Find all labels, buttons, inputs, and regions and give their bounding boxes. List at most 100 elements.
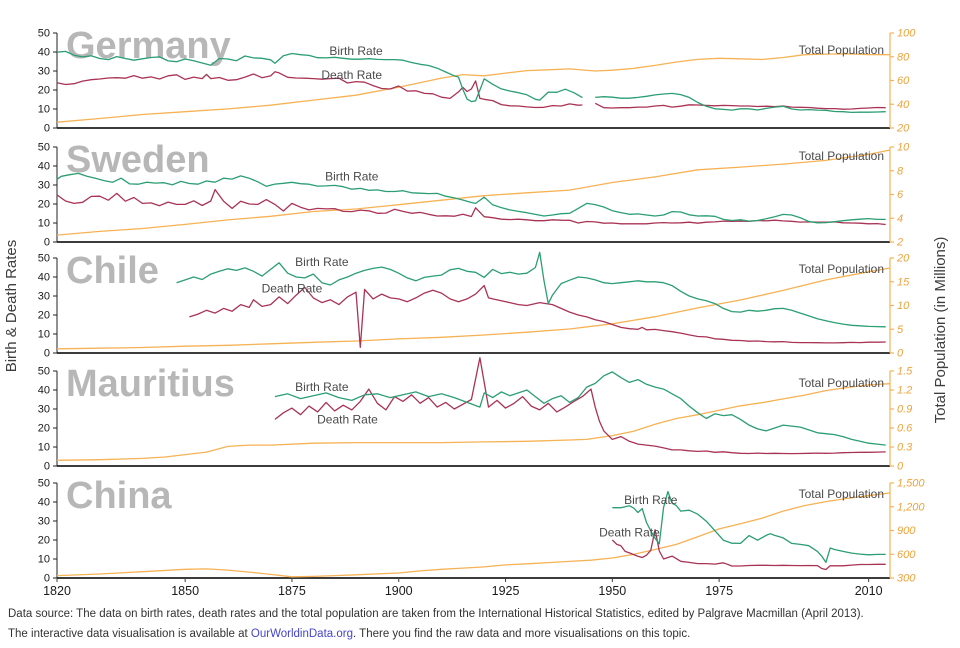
germany-birth-rate-line [595,92,886,114]
right-tick-label: 15 [897,276,910,288]
series-label-birth-rate: Birth Rate [624,493,678,507]
mauritius-birth-rate-line [274,371,886,446]
mauritius-death-rate-line [274,357,886,455]
country-title-sweden: Sweden [66,139,210,181]
left-tick-label: 0 [44,237,50,249]
chile-birth-rate-line [176,251,886,328]
panel-china: China 0 10 20 30 40 50 300 600 900 1,200 1,500 Birth… [38,475,926,585]
right-tick-label: 0.9 [897,404,912,416]
series-label-total-population: Total Population [799,376,884,390]
left-tick-label: 50 [38,28,50,40]
right-tick-label: 40 [897,99,910,111]
right-tick-label: 2 [896,237,903,249]
germany-death-rate-line [56,71,583,109]
panel-mauritius: Mauritius 0 10 20 30 40 50 0 0.3 0.6 0.9 1.2 1.5 Birt… [38,357,913,473]
left-tick-label: 20 [38,85,50,97]
country-title-china: China [66,475,172,517]
series-label-death-rate: Death Rate [321,68,382,82]
right-tick-label: 100 [897,28,916,40]
china-death-rate-line [611,529,886,571]
series-label-total-population: Total Population [799,262,884,276]
left-tick-label: 30 [38,404,50,416]
right-tick-label: 0.6 [897,423,913,435]
footer-link-line: The interactive data visualisation is av… [8,624,864,644]
left-tick-label: 0 [44,348,50,360]
country-title-mauritius: Mauritius [66,363,235,405]
right-tick-label: 6 [897,189,904,201]
left-tick-label: 30 [38,66,50,78]
right-tick-label: 0.3 [897,442,913,454]
chile-population-line [56,267,891,350]
left-tick-label: 40 [38,385,50,397]
country-title-germany: Germany [66,25,231,67]
x-tick-label: 1975 [705,584,733,598]
right-tick-label: 1.2 [897,385,912,397]
x-tick-label: 1850 [171,584,199,598]
germany-birth-rate-line [56,50,583,103]
left-tick-label: 20 [38,535,50,547]
left-tick-label: 10 [38,218,50,230]
left-tick-label: 10 [38,329,50,341]
right-tick-label: 900 [897,525,916,537]
left-tick-label: 0 [44,461,50,473]
sweden-birth-rate-line [56,172,886,224]
left-tick-label: 50 [38,142,50,154]
left-tick-label: 40 [38,497,50,509]
series-label-total-population: Total Population [799,43,884,57]
right-tick-label: 60 [897,75,910,87]
right-tick-label: 1,500 [897,478,925,490]
series-label-death-rate: Death Rate [262,281,323,295]
series-label-birth-rate: Birth Rate [295,380,349,394]
panel-chile: Chile 0 10 20 30 40 50 0 5 10 15 20 Birth Rate Death … [38,250,910,360]
left-tick-label: 40 [38,272,50,284]
left-tick-label: 40 [38,161,50,173]
panel-germany: Germany 0 10 20 30 40 50 20 40 60 80 100 Birth Rate D… [38,25,916,135]
left-tick-label: 20 [38,423,50,435]
right-tick-label: 10 [897,142,910,154]
right-tick-label: 1.5 [897,366,913,378]
panel-sweden: Sweden 0 10 20 30 40 50 2 4 6 8 10 Birth Rate Total P… [38,139,910,249]
series-label-birth-rate: Birth Rate [295,255,349,269]
y-axis-label-left: Birth & Death Rates [3,240,20,373]
right-tick-label: 80 [897,51,910,63]
left-tick-label: 10 [38,442,50,454]
left-tick-label: 50 [38,253,50,265]
left-tick-label: 30 [38,516,50,528]
x-tick-label: 1820 [43,584,71,598]
footer: Data source: The data on birth rates, de… [8,604,864,644]
right-tick-label: 4 [897,213,903,225]
left-tick-label: 20 [38,310,50,322]
right-tick-label: 5 [897,324,904,336]
footer-link-post: . There you find the raw data and more v… [352,628,691,640]
footer-source-text: Data source: The data on birth rates, de… [8,608,864,620]
x-tick-label: 1950 [598,584,626,598]
x-tick-labels: 1820 1850 1875 1900 1925 1950 1975 2010 [43,578,883,598]
left-tick-label: 10 [38,554,50,566]
series-label-birth-rate: Birth Rate [325,169,379,183]
germany-death-rate-line [594,102,886,110]
left-tick-label: 20 [38,199,50,211]
right-tick-label: 20 [896,123,910,135]
right-tick-label: 300 [897,573,916,585]
series-label-total-population: Total Population [799,487,884,501]
left-tick-label: 0 [44,573,50,585]
x-tick-label: 1900 [385,584,413,598]
series-label-total-population: Total Population [799,149,884,163]
left-tick-label: 50 [38,366,50,378]
left-tick-label: 40 [38,47,50,59]
left-tick-label: 10 [38,104,50,116]
right-tick-label: 20 [896,253,910,265]
sweden-population-line [56,149,891,236]
right-tick-label: 0 [897,461,904,473]
china-population-line [56,492,891,578]
right-tick-label: 1,200 [897,501,925,513]
country-title-chile: Chile [66,250,159,292]
series-label-death-rate: Death Rate [317,412,378,426]
left-tick-label: 0 [44,123,50,135]
x-tick-label: 2010 [855,584,883,598]
left-tick-label: 30 [38,291,50,303]
owid-link[interactable]: OurWorldinData.org [250,628,353,640]
right-tick-label: 0 [897,348,904,360]
